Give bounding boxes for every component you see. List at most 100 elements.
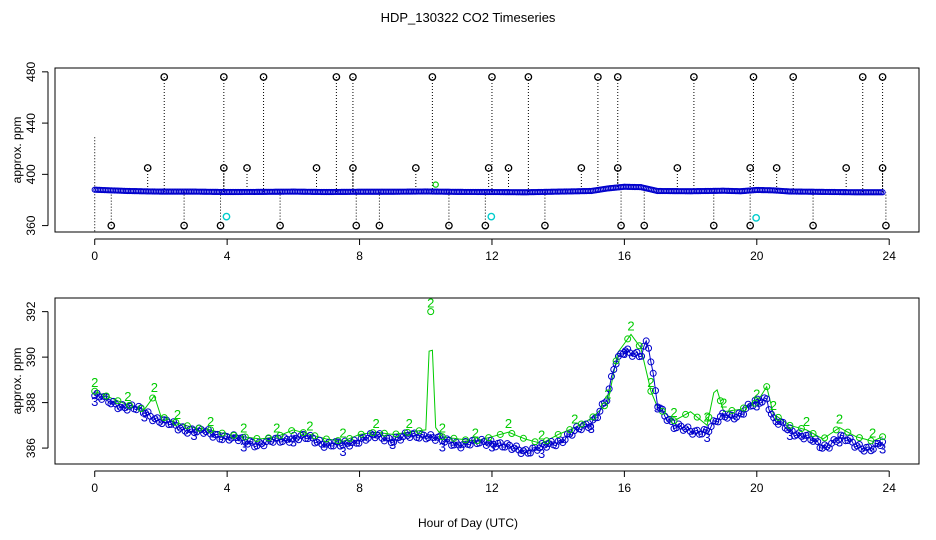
series-2-point [230, 431, 238, 439]
series-3-point [404, 432, 412, 440]
outlier-point [809, 221, 817, 230]
series-2-point [288, 427, 296, 435]
series-3-point [605, 385, 613, 393]
series-3-point [315, 436, 323, 444]
series-3-point [225, 436, 233, 444]
series-2-marker-label: 2 [124, 389, 131, 404]
series-2-point [149, 394, 157, 402]
bottom-y-axis-label: approx. ppm [10, 348, 24, 415]
series-2-point [241, 433, 249, 441]
outlier-point [484, 164, 493, 172]
outlier-point [524, 73, 533, 81]
bottom-y-axis: 386 388 390 392 [24, 301, 49, 458]
series-2-marker-label: 2 [770, 398, 777, 413]
x-tick-label: 12 [485, 249, 499, 263]
series-3-point [800, 435, 808, 443]
series-2-point [601, 402, 609, 410]
x-tick-label: 20 [750, 481, 764, 495]
series-2-point [461, 436, 469, 444]
series-3-point [645, 344, 653, 352]
outlier-point [219, 164, 228, 172]
series-2-point [797, 425, 805, 433]
series-3-point [658, 405, 666, 413]
outlier-point [312, 164, 321, 172]
outlier-point [673, 164, 682, 172]
outlier-point [541, 221, 549, 230]
series-3-point [478, 435, 486, 443]
outlier-point [349, 73, 357, 81]
x-axis-label: Hour of Day (UTC) [418, 516, 518, 530]
series-2-point [728, 407, 736, 415]
series-3-point [869, 445, 877, 453]
series-2-marker-label: 2 [627, 318, 634, 333]
series-3-point [649, 369, 657, 377]
series-3-point [693, 426, 701, 434]
series-2-marker-label: 2 [306, 418, 313, 433]
series-3-marker-label: 3 [588, 421, 595, 436]
series-3-marker-label: 3 [389, 437, 396, 452]
series-2-point [647, 387, 655, 395]
series-3-point [158, 420, 166, 428]
series-3-point [876, 442, 884, 450]
series-2-point [369, 429, 377, 437]
y-tick-label: 360 [24, 215, 38, 235]
bottom-plot-frame [54, 297, 920, 465]
x-tick-label: 0 [91, 481, 98, 495]
x-tick-label: 12 [485, 481, 499, 495]
figure-title: HDP_130322 CO2 Timeseries [381, 10, 556, 25]
series-3-point [501, 443, 509, 451]
series-3-marker-label: 3 [240, 439, 247, 454]
series-3-point [353, 439, 361, 447]
series-2-marker-label: 2 [151, 380, 158, 395]
y-tick-label: 392 [24, 301, 38, 321]
series-3-marker-label: 3 [836, 435, 843, 450]
series-2-marker-label: 2 [604, 387, 611, 402]
series-2-point [253, 435, 261, 443]
series-2-marker-label: 2 [704, 409, 711, 424]
series-2-point [751, 399, 759, 407]
series-2-point [415, 427, 423, 435]
series-2-point [612, 357, 620, 365]
outlier-point [243, 164, 251, 172]
outlier-point [842, 164, 851, 172]
series-2-marker-label: 2 [647, 375, 654, 390]
series-3-marker-label: 3 [753, 398, 760, 413]
series-2-point [276, 431, 284, 439]
series-3-point [860, 447, 868, 455]
outlier-point [332, 73, 341, 81]
series-3-point [638, 352, 646, 360]
series-2-point [183, 422, 191, 430]
x-tick-label: 24 [883, 249, 897, 263]
series-3-point [814, 438, 822, 446]
series-3-point [218, 436, 226, 444]
series-2-point [855, 434, 863, 442]
series-3-marker-label: 3 [621, 346, 628, 361]
series-3-marker-label: 3 [91, 394, 98, 409]
series-2-point [670, 417, 678, 425]
series-2-marker-label: 2 [836, 412, 843, 427]
series-3-marker-label: 3 [538, 446, 545, 461]
outlier-point [445, 221, 453, 230]
outlier-point [617, 221, 625, 230]
series-3-point [621, 347, 629, 355]
series-3-point [512, 442, 520, 450]
series-3-point [696, 430, 704, 438]
series-3-point [95, 393, 103, 401]
series-2-point [91, 387, 99, 395]
series-3-marker-label: 3 [786, 428, 793, 443]
top-data-layer [91, 73, 890, 232]
series-3-point [160, 416, 168, 424]
outlier-point [594, 73, 602, 81]
series-3-point [570, 427, 578, 435]
series-3-marker-label: 3 [488, 439, 495, 454]
series-3-point [879, 438, 887, 446]
outlier-point [143, 164, 152, 172]
y-tick-label: 386 [24, 438, 38, 458]
series-3-point [480, 438, 488, 446]
series-3-marker-label: 3 [879, 442, 886, 457]
series-2-marker-label: 2 [372, 416, 379, 431]
series-2-point [543, 437, 551, 445]
series-3-point [612, 360, 620, 368]
series-2-marker-label: 2 [869, 425, 876, 440]
outlier-point [107, 221, 116, 230]
